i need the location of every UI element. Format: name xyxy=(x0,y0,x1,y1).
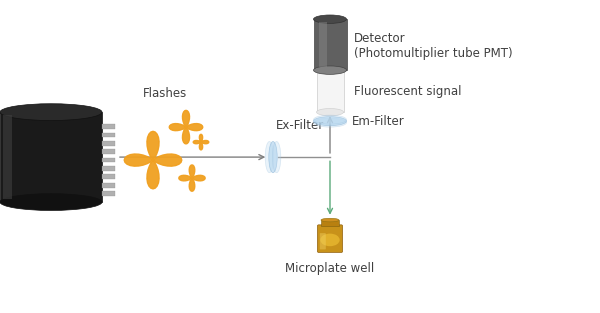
Text: Em-Filter: Em-Filter xyxy=(352,115,404,128)
Ellipse shape xyxy=(321,218,339,222)
FancyBboxPatch shape xyxy=(320,233,326,249)
Ellipse shape xyxy=(314,115,347,124)
Ellipse shape xyxy=(314,117,347,126)
Text: Flashes: Flashes xyxy=(143,87,187,100)
Bar xyxy=(0,112,102,202)
Ellipse shape xyxy=(317,109,343,116)
Bar xyxy=(102,174,115,179)
Bar xyxy=(102,141,115,146)
Ellipse shape xyxy=(317,67,343,74)
Ellipse shape xyxy=(272,141,281,173)
Bar xyxy=(102,132,115,137)
Bar xyxy=(102,149,115,154)
Bar xyxy=(314,19,347,70)
Bar xyxy=(321,220,339,226)
Ellipse shape xyxy=(269,141,277,173)
Bar xyxy=(102,191,115,196)
Polygon shape xyxy=(179,165,205,191)
Bar xyxy=(102,183,115,188)
Text: Ex-Filter: Ex-Filter xyxy=(276,119,324,132)
Polygon shape xyxy=(169,110,203,144)
Bar xyxy=(3,115,12,199)
Bar xyxy=(102,158,115,162)
Polygon shape xyxy=(124,131,182,189)
Ellipse shape xyxy=(0,194,102,210)
Bar xyxy=(317,70,343,112)
Bar xyxy=(319,22,326,67)
Text: Fluorescent signal: Fluorescent signal xyxy=(354,85,461,98)
Ellipse shape xyxy=(314,15,347,23)
Ellipse shape xyxy=(265,141,274,173)
Bar xyxy=(102,124,115,129)
Text: Microplate well: Microplate well xyxy=(286,262,374,275)
Ellipse shape xyxy=(320,233,340,246)
Bar xyxy=(102,166,115,171)
Ellipse shape xyxy=(0,104,102,121)
FancyBboxPatch shape xyxy=(317,225,343,253)
Ellipse shape xyxy=(314,118,347,127)
Ellipse shape xyxy=(314,66,347,74)
Text: Detector
(Photomultiplier tube PMT): Detector (Photomultiplier tube PMT) xyxy=(354,32,512,60)
Polygon shape xyxy=(193,134,209,150)
